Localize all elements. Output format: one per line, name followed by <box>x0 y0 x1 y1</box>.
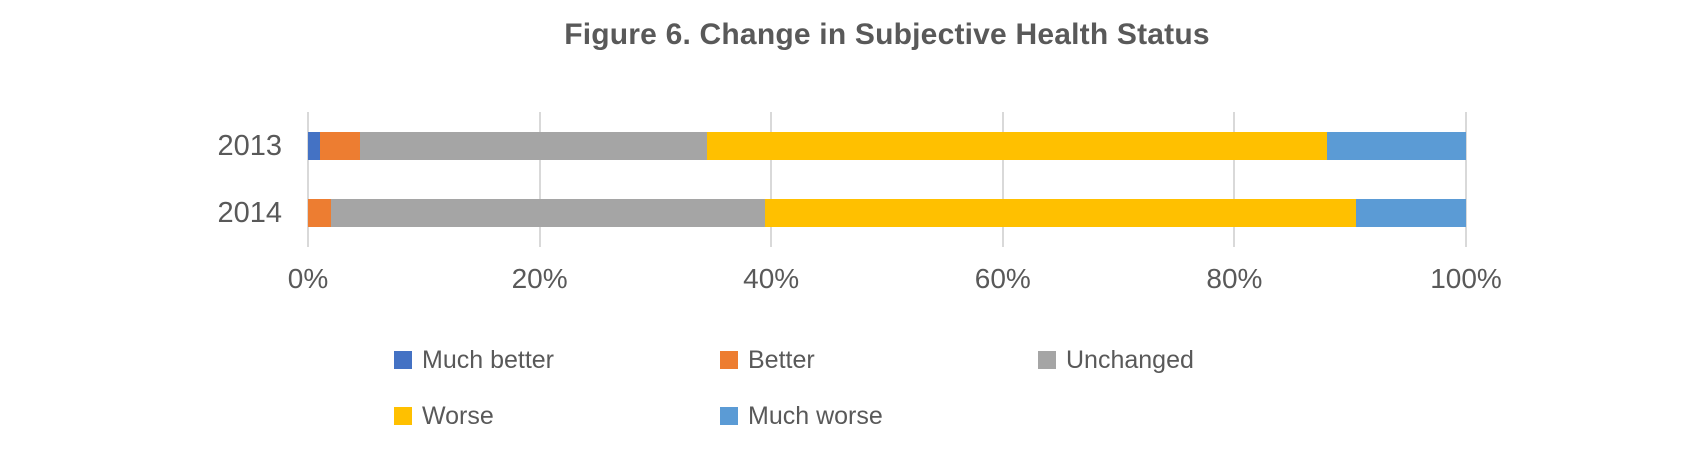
gridline <box>1233 112 1236 247</box>
legend-label-unchanged: Unchanged <box>1066 345 1194 374</box>
legend-label-worse: Worse <box>422 401 494 430</box>
bar-segment-unchanged <box>331 199 766 227</box>
gridline <box>538 112 541 247</box>
legend-item-much-better: Much better <box>394 345 555 374</box>
bar-segment-worse <box>707 132 1327 160</box>
bar-segment-unchanged <box>360 132 708 160</box>
legend-label-much-better: Much better <box>422 345 555 374</box>
legend-swatch-much-worse <box>720 407 738 425</box>
legend-swatch-better <box>720 351 738 369</box>
axis-tick-label: 40% <box>743 263 800 294</box>
gridline <box>1465 112 1467 247</box>
legend-label-much-worse: Much worse <box>748 401 883 430</box>
axis-tick-label: 100% <box>1430 263 1502 294</box>
bar-segment-much-better <box>308 132 320 160</box>
axis-tick-label: 20% <box>511 263 568 294</box>
bar-row-2014 <box>308 199 1466 227</box>
chart-title: Figure 6. Change in Subjective Health St… <box>564 18 1210 51</box>
legend-swatch-much-better <box>394 351 412 369</box>
plot-area <box>307 112 1467 247</box>
legend-swatch-unchanged <box>1038 351 1056 369</box>
legend-item-worse: Worse <box>394 401 494 430</box>
legend-swatch-worse <box>394 407 412 425</box>
gridline <box>770 112 773 247</box>
legend-item-unchanged: Unchanged <box>1038 345 1194 374</box>
axis-tick-label: 0% <box>287 263 329 294</box>
axis-tick-label: 80% <box>1206 263 1263 294</box>
bar-segment-better <box>319 132 361 160</box>
category-label-2014: 2014 <box>217 197 282 229</box>
legend-label-better: Better <box>748 345 815 374</box>
legend-item-much-worse: Much worse <box>720 401 883 430</box>
bar-segment-much-worse <box>1327 132 1466 160</box>
bar-segment-better <box>308 199 332 227</box>
bar-segment-much-worse <box>1355 199 1466 227</box>
gridline <box>307 112 309 247</box>
bar-segment-worse <box>765 199 1356 227</box>
legend-item-better: Better <box>720 345 815 374</box>
category-label-2013: 2013 <box>217 130 282 162</box>
bar-row-2013 <box>308 132 1466 160</box>
axis-tick-label: 60% <box>974 263 1031 294</box>
gridline <box>1001 112 1004 247</box>
